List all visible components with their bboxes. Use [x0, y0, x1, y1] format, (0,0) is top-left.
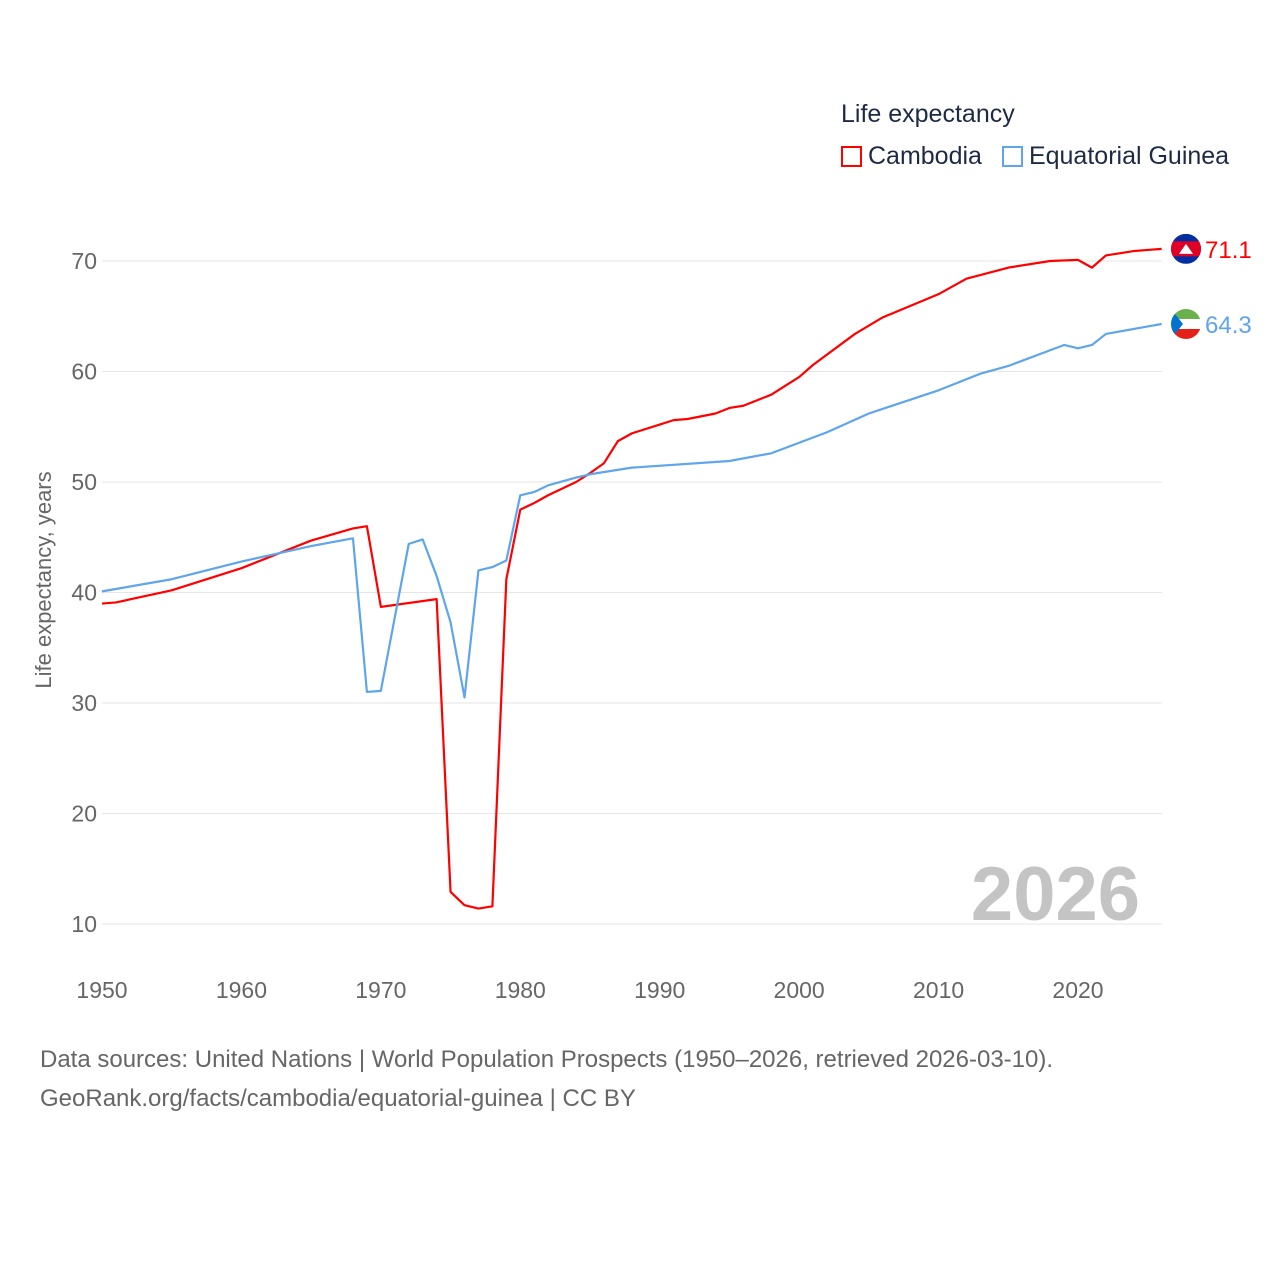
legend-item-cambodia[interactable]: Cambodia: [841, 142, 982, 171]
x-tick-label: 1960: [216, 977, 267, 1003]
legend-label: Cambodia: [868, 142, 982, 170]
year-label: 2026: [971, 852, 1140, 937]
footer-sources: Data sources: United Nations | World Pop…: [40, 1046, 1054, 1073]
x-tick-label: 1980: [495, 977, 546, 1003]
x-tick-label: 1970: [355, 977, 406, 1003]
y-tick-label: 70: [71, 248, 97, 274]
x-tick-label: 2010: [913, 977, 964, 1003]
x-tick-label: 2020: [1052, 977, 1103, 1003]
y-tick-label: 20: [71, 801, 97, 827]
legend-swatch: [1001, 146, 1023, 167]
footer-link[interactable]: GeoRank.org/facts/cambodia/equatorial-gu…: [40, 1085, 636, 1112]
equatorial-guinea-flag-icon: [1171, 308, 1201, 339]
legend-swatch: [841, 146, 862, 167]
legend-title: Life expectancy: [841, 100, 1015, 128]
y-tick-label: 60: [71, 359, 97, 385]
x-tick-label: 1990: [634, 977, 685, 1003]
x-tick-label: 1950: [76, 977, 127, 1003]
series-line-1: [101, 322, 1162, 699]
legend-item-equatorial-guinea[interactable]: Equatorial Guinea: [1001, 142, 1230, 171]
x-tick-label: 2000: [774, 977, 825, 1003]
y-tick-label: 40: [71, 580, 97, 606]
legend-label: Equatorial Guinea: [1028, 142, 1230, 170]
cambodia-flag-icon: [1171, 233, 1201, 264]
y-tick-label: 30: [71, 690, 97, 716]
end-value-label: 64.3: [1205, 312, 1252, 339]
y-tick-label: 50: [71, 469, 97, 495]
series-line-0: [101, 247, 1162, 910]
y-tick-label: 10: [71, 911, 97, 937]
end-value-label: 71.1: [1205, 237, 1252, 264]
y-axis-label: Life expectancy, years: [31, 471, 56, 688]
legend: Cambodia Equatorial Guinea: [841, 142, 1229, 171]
